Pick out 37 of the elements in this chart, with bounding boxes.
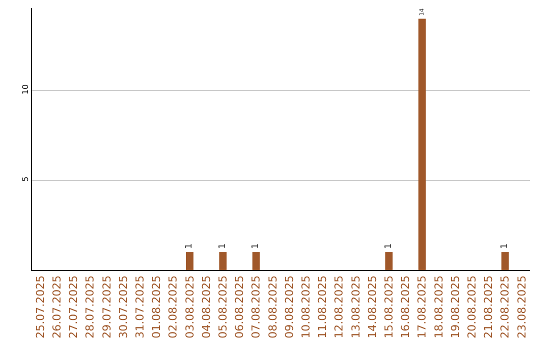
x-tick-label: 01.08.2025 xyxy=(150,275,164,338)
x-tick-label: 16.08.2025 xyxy=(399,275,412,338)
x-tick-label: 20.08.2025 xyxy=(465,275,478,338)
x-tick-label: 23.08.2025 xyxy=(515,275,528,338)
x-tick-label: 15.08.2025 xyxy=(382,275,396,338)
x-tick-label: 14.08.2025 xyxy=(366,275,379,338)
y-tick-label: 5 xyxy=(20,176,30,182)
x-tick-label: 06.08.2025 xyxy=(233,275,246,338)
x-tick-label: 02.08.2025 xyxy=(166,275,180,338)
x-tick-label: 07.08.2025 xyxy=(250,275,263,338)
x-tick-label: 25.07.2025 xyxy=(34,275,47,338)
x-tick-label: 21.08.2025 xyxy=(482,275,496,338)
y-tick-label: 10 xyxy=(20,84,30,94)
x-tick-label: 05.08.2025 xyxy=(216,275,230,338)
x-tick-label: 30.07.2025 xyxy=(116,275,130,338)
x-tick-label: 08.08.2025 xyxy=(266,275,280,338)
x-tick-label: 22.08.2025 xyxy=(498,275,512,338)
x-tick-label: 28.07.2025 xyxy=(84,275,97,338)
x-tick-label: 11.08.2025 xyxy=(316,275,330,338)
x-tick-label: 17.08.2025 xyxy=(416,275,429,338)
data-label: 1 xyxy=(384,243,394,250)
data-label: 1 xyxy=(184,243,195,250)
x-tick-label: 12.08.2025 xyxy=(332,275,346,338)
x-tick-label: 09.08.2025 xyxy=(282,275,296,338)
data-label: 1 xyxy=(218,243,228,250)
x-tick-label: 26.07.2025 xyxy=(50,275,64,338)
data-label: 1 xyxy=(500,243,510,250)
x-tick-label: 03.08.2025 xyxy=(183,275,196,338)
x-tick-label: 04.08.2025 xyxy=(200,275,213,338)
data-label: 1 xyxy=(251,243,262,250)
x-tick-label: 18.08.2025 xyxy=(432,275,446,338)
x-tick-label: 27.07.2025 xyxy=(67,275,80,338)
x-tick-label: 29.07.2025 xyxy=(100,275,114,338)
x-tick-label: 13.08.2025 xyxy=(349,275,362,338)
x-tick-label: 10.08.2025 xyxy=(299,275,312,338)
x-tick-label: 31.07.2025 xyxy=(133,275,146,338)
x-tick-label: 19.08.2025 xyxy=(448,275,462,338)
